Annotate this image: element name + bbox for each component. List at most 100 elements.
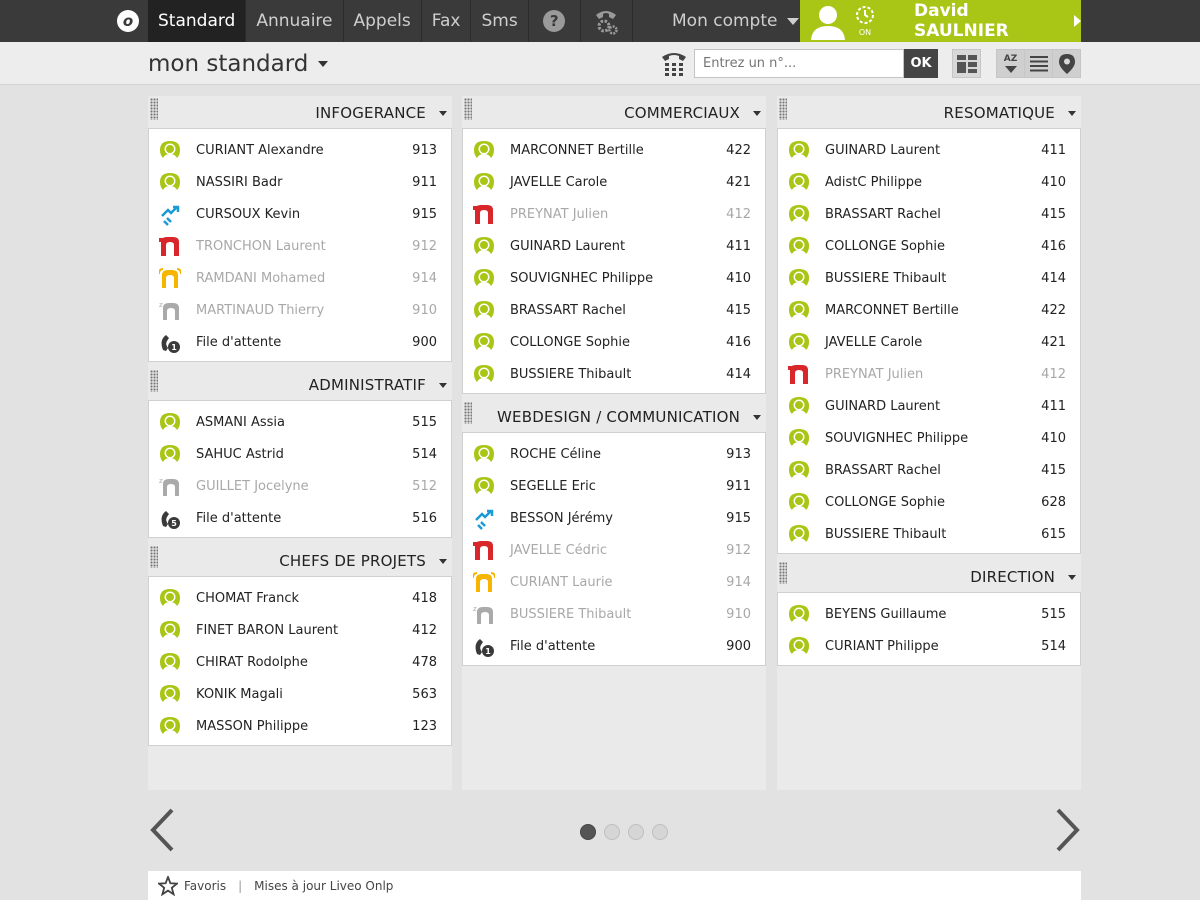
tab-fax[interactable]: Fax xyxy=(422,0,472,42)
contact-row[interactable]: BUSSIERE Thibault 615 xyxy=(778,519,1080,551)
chevron-down-icon[interactable] xyxy=(753,111,761,116)
favorites-link[interactable]: Favoris xyxy=(184,878,227,893)
help-button[interactable]: ? xyxy=(529,0,581,42)
contact-name: BUSSIERE Thibault xyxy=(510,607,632,622)
contact-row[interactable]: GUINARD Laurent 411 xyxy=(463,231,765,263)
phone-settings-button[interactable] xyxy=(581,0,633,42)
contact-row[interactable]: SOUVIGNHEC Philippe 410 xyxy=(778,423,1080,455)
contact-row[interactable]: PREYNAT Julien 412 xyxy=(463,199,765,231)
contact-row[interactable]: MASSON Philippe 123 xyxy=(149,711,451,743)
drag-handle-icon[interactable] xyxy=(464,98,472,120)
contact-row[interactable]: BRASSART Rachel 415 xyxy=(778,199,1080,231)
page-dot[interactable] xyxy=(580,824,596,840)
contact-row[interactable]: MARCONNET Bertille 422 xyxy=(463,135,765,167)
chevron-down-icon[interactable] xyxy=(1068,575,1076,580)
contact-row[interactable]: ROCHE Céline 913 xyxy=(463,439,765,471)
page-title[interactable]: mon standard xyxy=(148,51,329,77)
chevron-down-icon[interactable] xyxy=(753,415,761,420)
contact-row[interactable]: BUSSIERE Thibault 414 xyxy=(778,263,1080,295)
drag-handle-icon[interactable] xyxy=(150,98,158,120)
page-dot[interactable] xyxy=(604,824,620,840)
group-header[interactable]: RESOMATIQUE xyxy=(777,96,1081,128)
contact-row[interactable]: MARCONNET Bertille 422 xyxy=(778,295,1080,327)
drag-handle-icon[interactable] xyxy=(779,98,787,120)
extension-number: 414 xyxy=(1041,271,1066,286)
group-header[interactable]: WEBDESIGN / COMMUNICATION xyxy=(462,400,766,432)
group-header[interactable]: COMMERCIAUX xyxy=(462,96,766,128)
contact-row[interactable]: z MARTINAUD Thierry 910 xyxy=(149,295,451,327)
contact-row[interactable]: SEGELLE Eric 911 xyxy=(463,471,765,503)
tab-annuaire[interactable]: Annuaire xyxy=(246,0,344,42)
map-view-button[interactable] xyxy=(1052,49,1081,78)
contact-row[interactable]: JAVELLE Carole 421 xyxy=(463,167,765,199)
drag-handle-icon[interactable] xyxy=(779,562,787,584)
contact-row[interactable]: BRASSART Rachel 415 xyxy=(778,455,1080,487)
list-view-button[interactable] xyxy=(1024,49,1053,78)
next-page-icon[interactable] xyxy=(1052,808,1082,852)
contact-row[interactable]: GUINARD Laurent 411 xyxy=(778,391,1080,423)
contact-row[interactable]: COLLONGE Sophie 416 xyxy=(463,327,765,359)
queue-row[interactable]: 5 File d'attente 516 xyxy=(149,503,451,535)
contact-row[interactable]: TRONCHON Laurent 912 xyxy=(149,231,451,263)
star-icon[interactable] xyxy=(158,875,178,896)
contact-row[interactable]: BESSON Jérémy 915 xyxy=(463,503,765,535)
contact-row[interactable]: BRASSART Rachel 415 xyxy=(463,295,765,327)
chevron-down-icon[interactable] xyxy=(1068,111,1076,116)
app-logo[interactable]: o xyxy=(108,0,148,42)
contact-row[interactable]: AdistC Philippe 410 xyxy=(778,167,1080,199)
view-grid-button[interactable] xyxy=(952,49,981,78)
contact-row[interactable]: RAMDANI Mohamed 914 xyxy=(149,263,451,295)
queue-row[interactable]: 1 File d'attente 900 xyxy=(149,327,451,359)
drag-handle-icon[interactable] xyxy=(150,370,158,392)
drag-handle-icon[interactable] xyxy=(464,402,472,424)
tab-standard[interactable]: Standard xyxy=(148,0,247,42)
user-panel[interactable]: ON David SAULNIER xyxy=(800,0,1081,42)
group-header[interactable]: DIRECTION xyxy=(777,560,1081,592)
contact-row[interactable]: PREYNAT Julien 412 xyxy=(778,359,1080,391)
account-menu[interactable]: Mon compte xyxy=(672,0,800,42)
available-status-icon xyxy=(160,589,180,606)
contact-row[interactable]: JAVELLE Carole 421 xyxy=(778,327,1080,359)
sort-az-button[interactable]: AZ xyxy=(996,49,1025,78)
group-header[interactable]: ADMINISTRATIF xyxy=(148,368,452,400)
contact-name: CURIANT Laurie xyxy=(510,575,613,590)
contact-row[interactable]: SAHUC Astrid 514 xyxy=(149,439,451,471)
contact-row[interactable]: CHIRAT Rodolphe 478 xyxy=(149,647,451,679)
contact-row[interactable]: COLLONGE Sophie 416 xyxy=(778,231,1080,263)
contact-row[interactable]: SOUVIGNHEC Philippe 410 xyxy=(463,263,765,295)
chevron-down-icon[interactable] xyxy=(439,383,447,388)
contact-row[interactable]: ASMANI Assia 515 xyxy=(149,407,451,439)
contact-row[interactable]: FINET BARON Laurent 412 xyxy=(149,615,451,647)
group-header[interactable]: INFOGERANCE xyxy=(148,96,452,128)
contact-row[interactable]: BEYENS Guillaume 515 xyxy=(778,599,1080,631)
contact-row[interactable]: z BUSSIERE Thibault 910 xyxy=(463,599,765,631)
contact-row[interactable]: CURSOUX Kevin 915 xyxy=(149,199,451,231)
contact-row[interactable]: CURIANT Alexandre 913 xyxy=(149,135,451,167)
contact-row[interactable]: JAVELLE Cédric 912 xyxy=(463,535,765,567)
queue-row[interactable]: 1 File d'attente 900 xyxy=(463,631,765,663)
contact-row[interactable]: CHOMAT Franck 418 xyxy=(149,583,451,615)
contact-row[interactable]: BUSSIERE Thibault 414 xyxy=(463,359,765,391)
dial-number-input[interactable] xyxy=(694,49,904,78)
updates-link[interactable]: Mises à jour Liveo Onlp xyxy=(254,878,394,893)
chevron-down-icon[interactable] xyxy=(439,111,447,116)
tab-appels[interactable]: Appels xyxy=(344,0,422,42)
user-name[interactable]: David SAULNIER xyxy=(914,0,1081,42)
page-dot[interactable] xyxy=(628,824,644,840)
page-dot[interactable] xyxy=(652,824,668,840)
dial-ok-button[interactable]: OK xyxy=(904,49,938,78)
extension-number: 421 xyxy=(726,175,751,190)
contact-row[interactable]: NASSIRI Badr 911 xyxy=(149,167,451,199)
contact-row[interactable]: CURIANT Philippe 514 xyxy=(778,631,1080,663)
contact-row[interactable]: z GUILLET Jocelyne 512 xyxy=(149,471,451,503)
chevron-down-icon[interactable] xyxy=(439,559,447,564)
contact-row[interactable]: GUINARD Laurent 411 xyxy=(778,135,1080,167)
contact-row[interactable]: COLLONGE Sophie 628 xyxy=(778,487,1080,519)
drag-handle-icon[interactable] xyxy=(150,546,158,568)
previous-page-icon[interactable] xyxy=(148,808,178,852)
contact-row[interactable]: KONIK Magali 563 xyxy=(149,679,451,711)
group-header[interactable]: CHEFS DE PROJETS xyxy=(148,544,452,576)
tab-sms[interactable]: Sms xyxy=(471,0,529,42)
contact-row[interactable]: CURIANT Laurie 914 xyxy=(463,567,765,599)
presence-status[interactable]: ON xyxy=(852,4,878,38)
